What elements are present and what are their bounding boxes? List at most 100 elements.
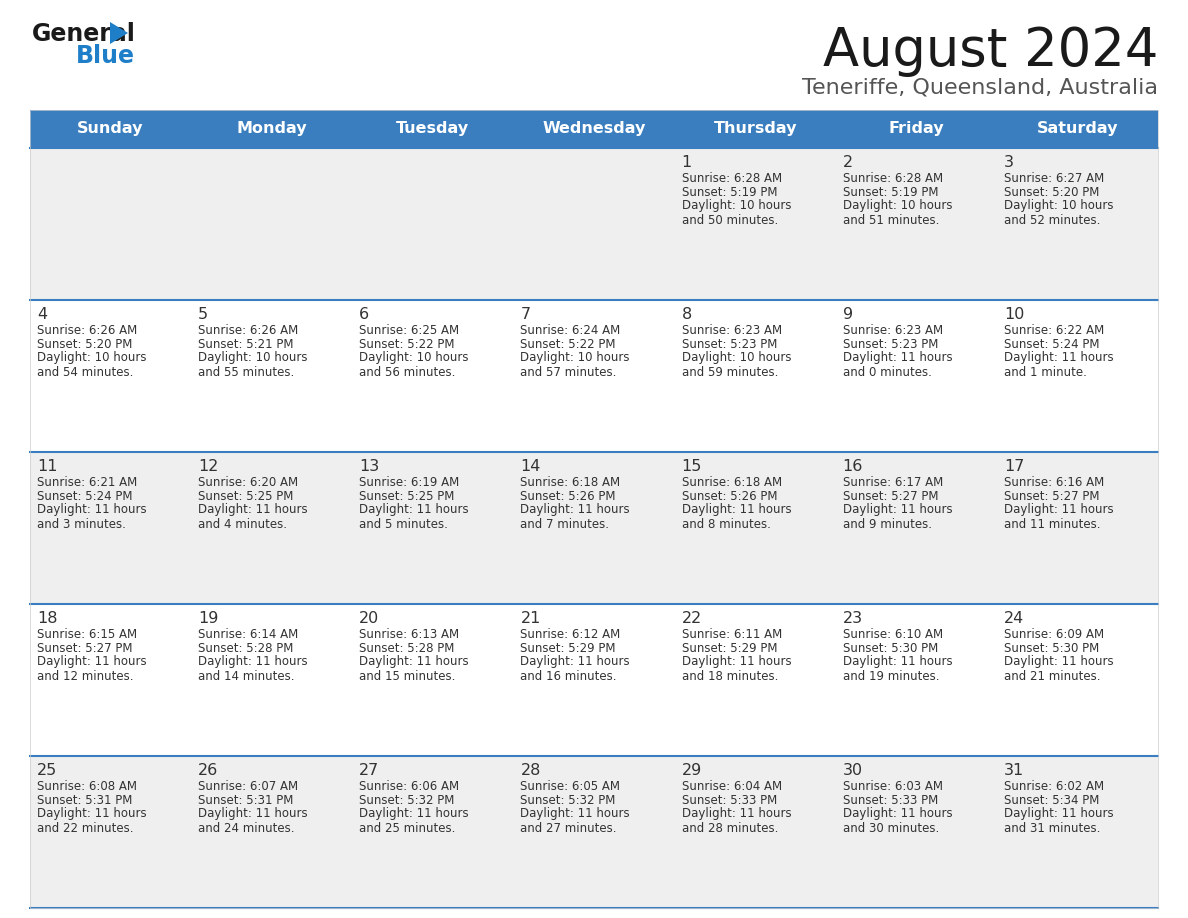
Text: Sunrise: 6:28 AM: Sunrise: 6:28 AM [842,172,943,185]
Text: Daylight: 10 hours: Daylight: 10 hours [842,199,953,212]
Text: Sunset: 5:22 PM: Sunset: 5:22 PM [520,338,615,351]
Text: and 3 minutes.: and 3 minutes. [37,518,126,531]
Text: 10: 10 [1004,307,1024,322]
Text: 11: 11 [37,459,57,474]
Text: Sunrise: 6:14 AM: Sunrise: 6:14 AM [198,628,298,641]
Text: Sunrise: 6:18 AM: Sunrise: 6:18 AM [520,476,620,488]
Text: and 51 minutes.: and 51 minutes. [842,214,939,227]
Bar [997,604,1158,756]
Bar [997,148,1158,300]
Text: Sunset: 5:20 PM: Sunset: 5:20 PM [37,338,132,351]
Bar [353,452,513,604]
Text: Daylight: 10 hours: Daylight: 10 hours [1004,199,1113,212]
Text: Sunset: 5:26 PM: Sunset: 5:26 PM [682,489,777,502]
Text: Sunrise: 6:09 AM: Sunrise: 6:09 AM [1004,628,1104,641]
Text: Daylight: 11 hours: Daylight: 11 hours [842,352,953,364]
Text: 6: 6 [359,307,369,322]
Bar [513,110,675,148]
Text: Daylight: 11 hours: Daylight: 11 hours [682,808,791,821]
Text: Sunrise: 6:24 AM: Sunrise: 6:24 AM [520,323,620,337]
Text: Daylight: 11 hours: Daylight: 11 hours [520,503,630,517]
Text: Sunset: 5:29 PM: Sunset: 5:29 PM [520,642,615,655]
Text: Sunrise: 6:17 AM: Sunrise: 6:17 AM [842,476,943,488]
Text: Teneriffe, Queensland, Australia: Teneriffe, Queensland, Australia [802,78,1158,98]
Text: Sunrise: 6:10 AM: Sunrise: 6:10 AM [842,628,943,641]
Text: Daylight: 11 hours: Daylight: 11 hours [198,503,308,517]
Bar [353,300,513,452]
Text: Sunset: 5:19 PM: Sunset: 5:19 PM [682,185,777,198]
Text: and 0 minutes.: and 0 minutes. [842,365,931,378]
Text: Sunrise: 6:27 AM: Sunrise: 6:27 AM [1004,172,1104,185]
Bar [191,452,353,604]
Text: August 2024: August 2024 [822,25,1158,77]
Text: Sunset: 5:26 PM: Sunset: 5:26 PM [520,489,615,502]
Text: Daylight: 11 hours: Daylight: 11 hours [1004,655,1113,668]
Text: Daylight: 11 hours: Daylight: 11 hours [520,808,630,821]
Text: Daylight: 10 hours: Daylight: 10 hours [198,352,308,364]
Text: Sunrise: 6:28 AM: Sunrise: 6:28 AM [682,172,782,185]
Bar [835,148,997,300]
Text: Daylight: 11 hours: Daylight: 11 hours [37,503,146,517]
Text: Friday: Friday [889,121,944,137]
Text: and 54 minutes.: and 54 minutes. [37,365,133,378]
Text: Sunset: 5:31 PM: Sunset: 5:31 PM [37,793,132,807]
Text: Daylight: 11 hours: Daylight: 11 hours [359,655,469,668]
Text: Sunrise: 6:25 AM: Sunrise: 6:25 AM [359,323,460,337]
Bar [675,300,835,452]
Text: Daylight: 11 hours: Daylight: 11 hours [682,655,791,668]
Text: and 25 minutes.: and 25 minutes. [359,822,456,834]
Text: Sunday: Sunday [77,121,144,137]
Text: Sunrise: 6:20 AM: Sunrise: 6:20 AM [198,476,298,488]
Text: Sunset: 5:23 PM: Sunset: 5:23 PM [682,338,777,351]
Text: 26: 26 [198,763,219,778]
Polygon shape [110,22,128,44]
Text: and 11 minutes.: and 11 minutes. [1004,518,1100,531]
Text: Sunset: 5:29 PM: Sunset: 5:29 PM [682,642,777,655]
Text: Sunset: 5:27 PM: Sunset: 5:27 PM [1004,489,1099,502]
Text: Sunrise: 6:16 AM: Sunrise: 6:16 AM [1004,476,1104,488]
Text: 29: 29 [682,763,702,778]
Text: Daylight: 11 hours: Daylight: 11 hours [520,655,630,668]
Text: Sunset: 5:28 PM: Sunset: 5:28 PM [359,642,455,655]
Text: 16: 16 [842,459,864,474]
Text: Sunrise: 6:12 AM: Sunrise: 6:12 AM [520,628,620,641]
Text: and 19 minutes.: and 19 minutes. [842,669,940,682]
Text: 7: 7 [520,307,531,322]
Bar [997,110,1158,148]
Text: Daylight: 10 hours: Daylight: 10 hours [359,352,469,364]
Text: Sunrise: 6:23 AM: Sunrise: 6:23 AM [842,323,943,337]
Bar [353,148,513,300]
Text: Daylight: 10 hours: Daylight: 10 hours [682,199,791,212]
Text: Sunrise: 6:07 AM: Sunrise: 6:07 AM [198,779,298,792]
Text: and 59 minutes.: and 59 minutes. [682,365,778,378]
Bar [997,452,1158,604]
Text: Monday: Monday [236,121,307,137]
Text: and 5 minutes.: and 5 minutes. [359,518,448,531]
Text: 18: 18 [37,611,57,626]
Bar [191,110,353,148]
Bar [30,148,191,300]
Text: 2: 2 [842,155,853,170]
Text: Sunset: 5:20 PM: Sunset: 5:20 PM [1004,185,1099,198]
Text: and 14 minutes.: and 14 minutes. [198,669,295,682]
Text: Sunset: 5:24 PM: Sunset: 5:24 PM [37,489,133,502]
Bar [513,604,675,756]
Text: 28: 28 [520,763,541,778]
Text: Daylight: 11 hours: Daylight: 11 hours [1004,352,1113,364]
Bar [30,604,191,756]
Text: 23: 23 [842,611,862,626]
Text: Saturday: Saturday [1037,121,1118,137]
Text: and 50 minutes.: and 50 minutes. [682,214,778,227]
Text: Sunset: 5:23 PM: Sunset: 5:23 PM [842,338,939,351]
Text: Sunset: 5:24 PM: Sunset: 5:24 PM [1004,338,1099,351]
Text: Daylight: 10 hours: Daylight: 10 hours [520,352,630,364]
Text: Sunset: 5:34 PM: Sunset: 5:34 PM [1004,793,1099,807]
Text: and 15 minutes.: and 15 minutes. [359,669,456,682]
Text: and 16 minutes.: and 16 minutes. [520,669,617,682]
Text: Sunset: 5:33 PM: Sunset: 5:33 PM [682,793,777,807]
Bar [513,148,675,300]
Text: and 7 minutes.: and 7 minutes. [520,518,609,531]
Text: Sunset: 5:30 PM: Sunset: 5:30 PM [842,642,939,655]
Text: Tuesday: Tuesday [397,121,469,137]
Text: 4: 4 [37,307,48,322]
